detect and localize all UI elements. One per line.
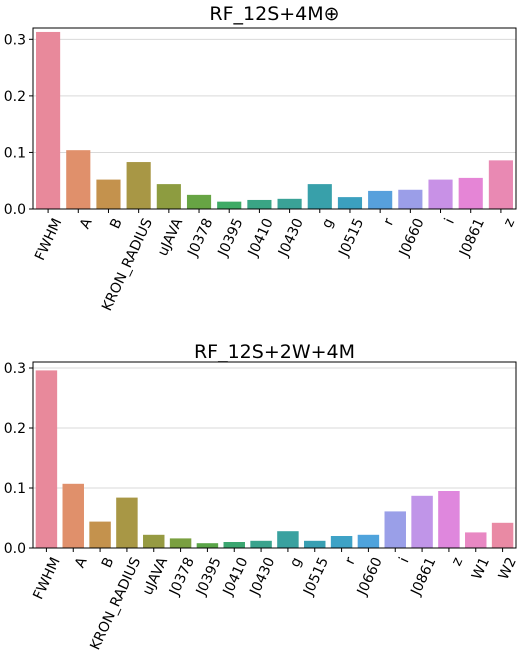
bar-i <box>428 179 453 209</box>
x-tick-label: uJAVA <box>155 216 186 259</box>
bar-j0410 <box>223 542 245 548</box>
y-tick-label: 0.0 <box>4 202 26 218</box>
bar-kron-radius <box>116 497 138 548</box>
bar-fwhm <box>36 31 61 209</box>
bar-r <box>368 190 393 209</box>
bar-j0515 <box>337 197 363 209</box>
x-tick-label: KRON_RADIUS <box>87 555 144 653</box>
y-tick-label: 0.1 <box>4 481 26 497</box>
y-tick-label: 0.1 <box>4 145 26 161</box>
bar-j0660 <box>398 189 423 209</box>
x-tick-label: J0660 <box>354 555 386 599</box>
bar-z <box>438 491 460 548</box>
x-tick-label: i <box>442 216 458 226</box>
y-tick-label: 0.0 <box>4 541 26 557</box>
bar-i <box>384 511 406 548</box>
x-tick-label: J0395 <box>215 216 247 260</box>
bar-j0395 <box>196 543 219 548</box>
x-tick-label: J0378 <box>166 555 198 599</box>
bar-w1 <box>465 532 487 548</box>
x-tick-label: z <box>501 216 519 229</box>
x-tick-label: J0410 <box>245 216 277 260</box>
x-tick-label: B <box>107 216 126 231</box>
x-tick-label: g <box>319 216 337 231</box>
x-tick-label: KRON_RADIUS <box>99 216 156 314</box>
x-tick-label: W1 <box>469 555 493 582</box>
bar-j0861 <box>411 495 433 548</box>
x-tick-label: FWHM <box>32 216 65 263</box>
bar-b <box>96 179 121 209</box>
bar-j0378 <box>186 194 212 209</box>
x-tick-label: J0515 <box>336 216 368 260</box>
x-tick-label: B <box>99 555 118 570</box>
bar-j0861 <box>458 177 483 209</box>
bar-j0410 <box>247 199 272 209</box>
x-tick-label: J0430 <box>275 216 307 260</box>
bar-z <box>488 160 513 209</box>
bar-j0430 <box>250 540 272 548</box>
x-tick-label: W2 <box>496 555 520 582</box>
bar-j0515 <box>304 540 326 548</box>
x-tick-label: J0660 <box>396 216 428 260</box>
y-tick-label: 0.3 <box>4 32 26 48</box>
chart-rf-12s-4m: RF_12S+4M⊕ 0.0 0.1 0.2 0.3 FWHM A BKRON_RADIUSu… <box>4 3 518 314</box>
bar-a <box>62 483 84 548</box>
bar-j0395 <box>217 201 242 209</box>
bar-b <box>89 521 111 548</box>
x-tick-label: J0395 <box>193 555 225 599</box>
y-tick-label: 0.3 <box>4 361 26 377</box>
x-tick-label: J0378 <box>185 216 217 260</box>
x-tick-label: z <box>449 555 467 568</box>
y-tick-label: 0.2 <box>4 421 26 437</box>
x-tick-label: A <box>72 555 91 571</box>
x-tick-label: J0861 <box>456 216 488 260</box>
x-tick-label: A <box>77 216 96 232</box>
x-tick-label: J0515 <box>300 555 332 599</box>
bar-r <box>330 536 353 548</box>
chart-rf-12s-2w-4m: RF_12S+2W+4M 0.0 0.1 0.2 0.3 FWHM A BKRON_RADIU… <box>4 341 520 653</box>
bar-j0430 <box>277 198 302 209</box>
x-tick-label: J0430 <box>247 555 279 599</box>
bar-w2 <box>491 522 514 548</box>
x-tick-label: J0861 <box>408 555 440 599</box>
bar-j0378 <box>169 538 192 548</box>
bar-a <box>66 150 91 209</box>
x-tick-label: FWHM <box>30 555 63 602</box>
bar-ujava <box>143 534 165 548</box>
x-tick-label: r <box>381 216 398 228</box>
bar-g <box>307 184 332 209</box>
bar-ujava <box>156 184 181 209</box>
bar-j0660 <box>357 534 380 548</box>
x-tick-label: J0410 <box>220 555 252 599</box>
x-tick-label: g <box>287 555 305 570</box>
chart-title: RF_12S+2W+4M <box>194 341 355 363</box>
bar-fwhm <box>35 370 58 548</box>
x-tick-label: i <box>396 555 412 565</box>
plot-frame <box>32 361 517 549</box>
y-tick-label: 0.2 <box>4 89 26 105</box>
x-tick-label: r <box>342 555 359 567</box>
bar-kron-radius <box>126 162 151 209</box>
plot-frame <box>32 27 517 210</box>
chart-title: RF_12S+4M⊕ <box>209 3 339 25</box>
bar-g <box>277 531 299 548</box>
